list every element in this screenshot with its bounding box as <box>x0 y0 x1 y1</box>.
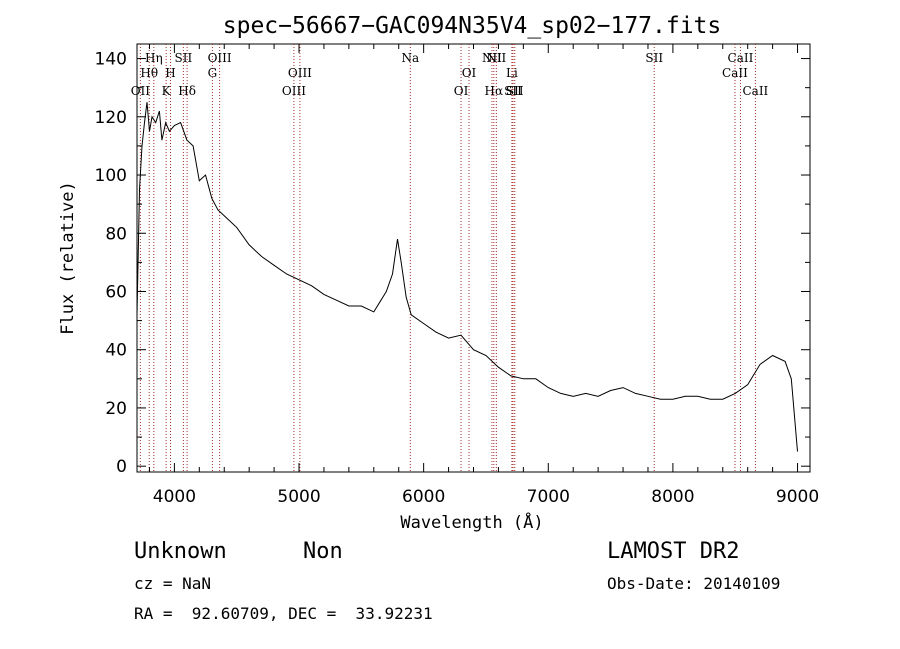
line-marker-label: OI <box>454 84 469 98</box>
line-marker-label: SII <box>175 51 193 65</box>
line-marker-label: OIII <box>288 66 312 80</box>
line-marker-label: Na <box>401 51 419 65</box>
line-marker-label: G <box>208 66 218 80</box>
spectrum-line <box>136 102 798 452</box>
line-marker-label: Li <box>506 66 518 80</box>
y-axis-ticks: 0 20 40 60 80 100 120 140 <box>95 50 810 477</box>
line-marker-label: OI <box>462 66 477 80</box>
x-tick-label: 4000 <box>153 487 196 507</box>
x-tick-label: 8000 <box>651 487 694 507</box>
line-marker-label: OII <box>131 84 151 98</box>
x-axis-label: Wavelength (Å) <box>400 511 543 533</box>
y-tick-label: 0 <box>116 457 127 477</box>
x-axis-ticks: 4000 5000 6000 7000 8000 9000 <box>148 44 819 507</box>
spectral-line-markers <box>139 44 756 472</box>
line-marker-label: Hα <box>485 84 504 98</box>
line-marker-label: CaII <box>728 51 754 65</box>
line-marker-label: OIII <box>282 84 306 98</box>
survey-name: LAMOST DR2 <box>607 539 740 564</box>
y-tick-label: 120 <box>95 108 127 128</box>
object-subclass: Non <box>303 539 343 564</box>
line-marker-label: OIII <box>208 51 232 65</box>
x-tick-label: 7000 <box>527 487 570 507</box>
x-tick-label: 9000 <box>776 487 819 507</box>
line-marker-label: SII <box>506 84 524 98</box>
y-tick-label: 60 <box>105 282 127 302</box>
chart-title: spec−56667−GAC094N35V4_sp02−177.fits <box>223 13 722 39</box>
line-marker-label: H <box>165 66 175 80</box>
x-tick-label: 5000 <box>277 487 320 507</box>
line-marker-label: CaII <box>742 84 768 98</box>
line-marker-label: Hθ <box>140 66 158 80</box>
observation-date: Obs-Date: 20140109 <box>607 574 781 593</box>
line-marker-label: SII <box>645 51 663 65</box>
line-marker-label: Hη <box>145 51 163 65</box>
plot-frame <box>136 43 811 473</box>
y-tick-label: 20 <box>105 399 127 419</box>
line-marker-label: CaII <box>722 66 748 80</box>
y-tick-label: 140 <box>95 50 127 70</box>
line-marker-label: K <box>162 84 172 98</box>
line-marker-label: NII <box>482 51 502 65</box>
coordinates: RA = 92.60709, DEC = 33.92231 <box>134 604 433 623</box>
object-class: Unknown <box>134 539 227 564</box>
x-tick-label: 6000 <box>402 487 445 507</box>
y-axis-label: Flux (relative) <box>58 181 78 335</box>
line-marker-label: NII <box>486 51 506 65</box>
line-marker-label: SII <box>504 84 522 98</box>
y-tick-label: 40 <box>105 341 127 361</box>
redshift-value: cz = NaN <box>134 574 212 593</box>
y-tick-label: 100 <box>95 166 127 186</box>
spectral-line-labels: OIIHθHηKHSIIHδGOIIIOIIIOIIINaOIOINIIHαNI… <box>131 51 769 98</box>
line-marker-label: Hδ <box>178 84 196 98</box>
y-tick-label: 80 <box>105 224 127 244</box>
